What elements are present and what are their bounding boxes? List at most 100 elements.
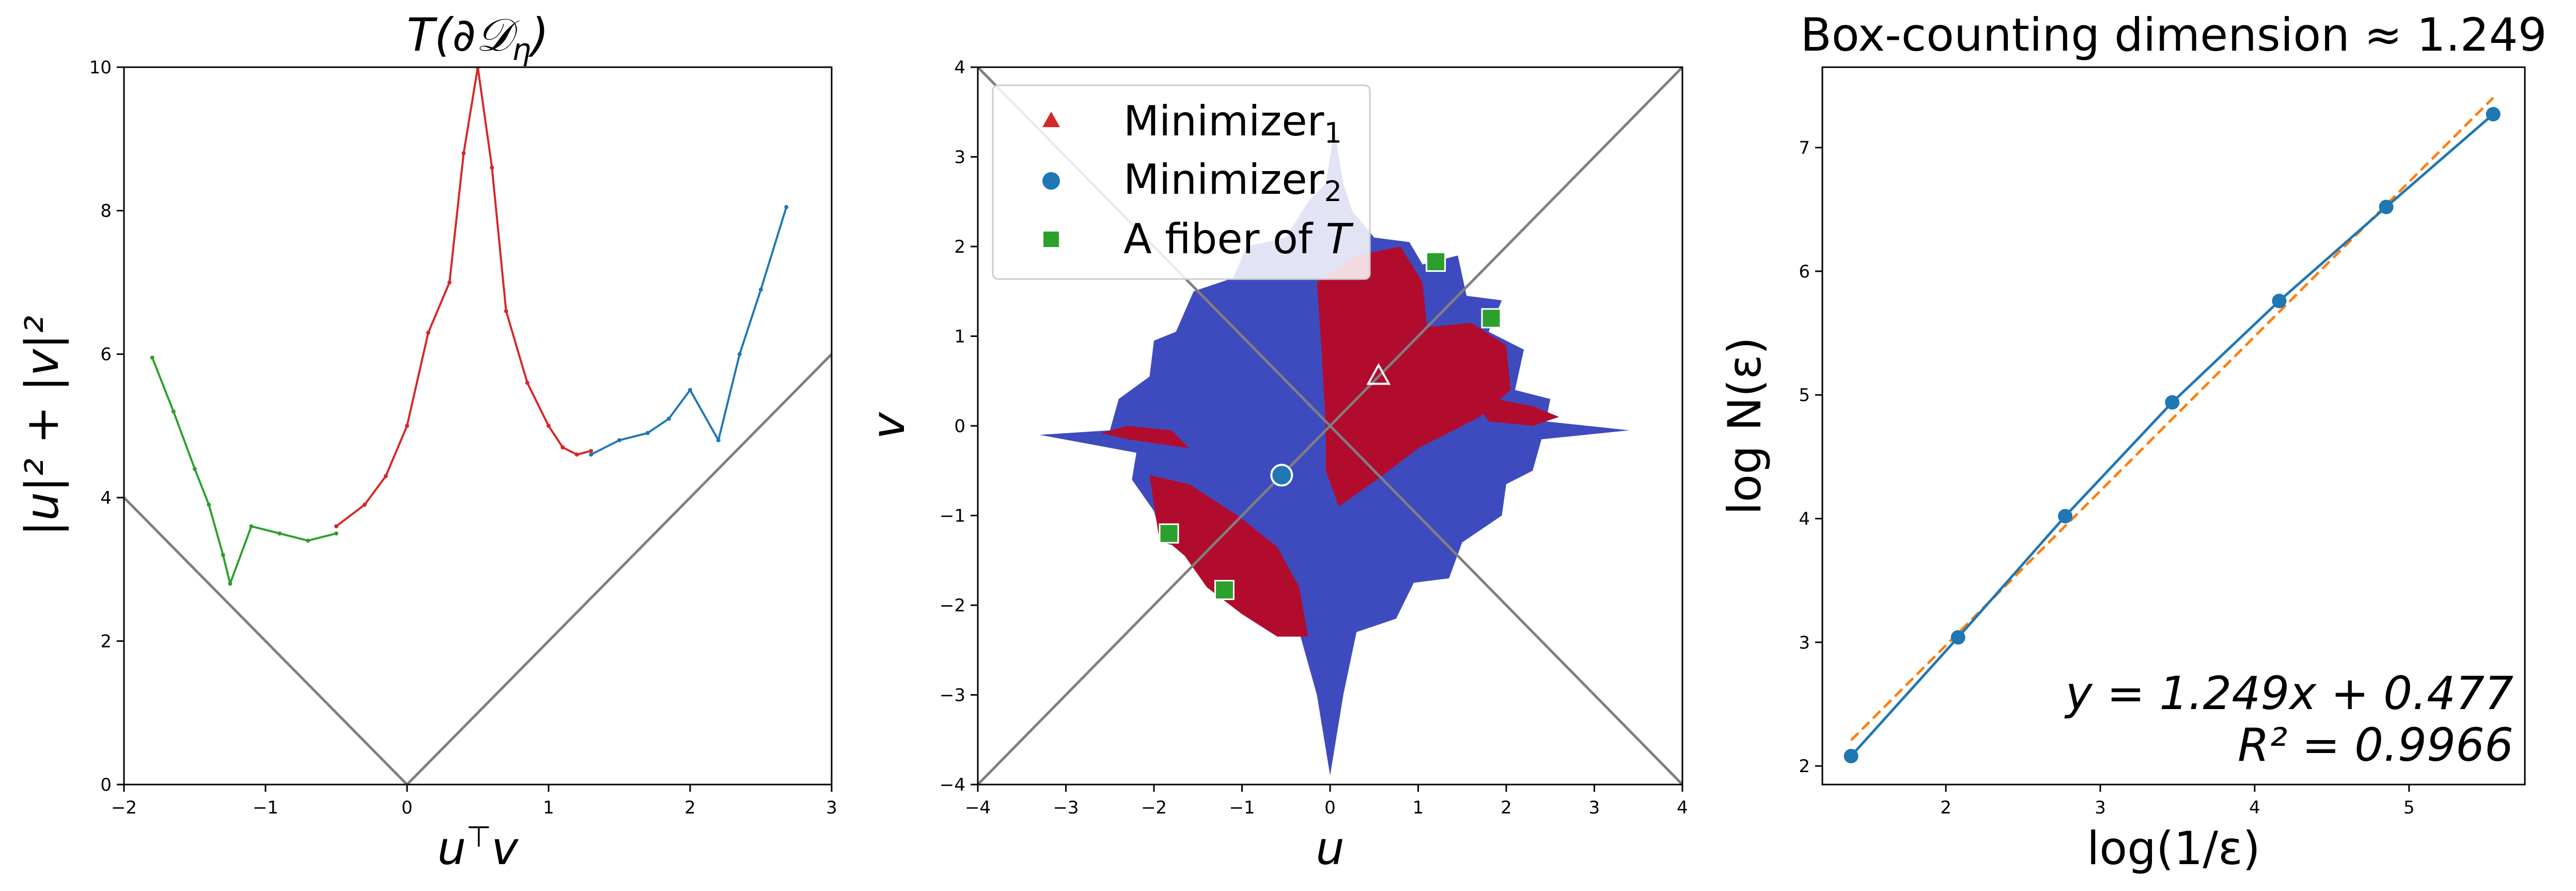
middle-ytick-label: 2 <box>954 237 965 257</box>
left-series-0-point <box>150 356 154 360</box>
legend-entry-minimizer-2: Minimizer2 <box>1042 156 1342 208</box>
left-series-1-point <box>525 380 529 385</box>
square-marker-icon <box>1043 232 1059 247</box>
left-ytick-label: 0 <box>100 775 112 795</box>
left-series-0-point <box>221 552 225 557</box>
basin-region-red-tip-ne <box>1471 394 1559 426</box>
right-axes-frame <box>1821 66 2526 786</box>
legend-label-fiber: A fiber of T <box>1123 215 1354 263</box>
left-reference-line <box>124 353 832 785</box>
left-series-2-point <box>617 438 621 442</box>
left-ytick-label: 8 <box>100 201 112 222</box>
middle-xtick-label: 4 <box>1677 797 1688 818</box>
basin-region-red-tip-sw <box>1101 426 1190 449</box>
left-series-2-point <box>716 438 721 442</box>
legend-frame <box>992 84 1371 280</box>
middle-ytick-label: 4 <box>954 57 965 78</box>
legend: Minimizer1 Minimizer2 A fiber of T <box>992 84 1371 280</box>
right-xtick-label: 5 <box>2403 797 2415 818</box>
minimizer-1-triangle-marker <box>1366 363 1391 385</box>
left-series-1-point <box>447 280 452 285</box>
minimizer-2-circle-marker <box>1270 464 1293 487</box>
right-xtick-label: 2 <box>1940 797 1951 818</box>
middle-ytick-label: 3 <box>954 147 965 168</box>
data-line <box>1850 113 2494 757</box>
left-xtick-label: 0 <box>401 797 413 818</box>
legend-label-minimizer-2: Minimizer2 <box>1123 156 1342 208</box>
left-ylabel: |u|² + |v|² <box>15 316 69 536</box>
middle-ylabel: v <box>862 411 915 439</box>
left-series-0-point <box>334 531 338 536</box>
basin-region-red-ne <box>1317 247 1511 507</box>
left-series-2-point <box>589 452 594 457</box>
left-series-1-point <box>461 151 466 156</box>
right-xtick-label: 3 <box>2095 797 2106 818</box>
fiber-square-marker <box>1481 308 1502 329</box>
left-series-0-point <box>277 531 282 536</box>
left-series-1-point <box>589 449 594 453</box>
left-xlabel: u⊤v <box>438 820 520 875</box>
left-series-1-point <box>405 424 409 428</box>
right-ytick-label: 2 <box>1799 756 1810 777</box>
left-series-2-point <box>688 388 692 392</box>
middle-xtick-label: 1 <box>1413 797 1424 818</box>
middle-ytick-label: −2 <box>940 595 965 616</box>
right-ytick-label: 7 <box>1799 138 1810 159</box>
data-point <box>2486 106 2501 121</box>
data-point <box>2165 395 2180 410</box>
middle-xtick-label: −1 <box>1229 797 1255 818</box>
left-ytick-label: 6 <box>100 344 112 365</box>
left-series-1-point <box>490 165 494 170</box>
left-series-0-point <box>193 467 197 471</box>
left-xtick-label: 1 <box>543 797 554 818</box>
middle-xtick-label: 2 <box>1501 797 1512 818</box>
left-series-0-point <box>207 502 211 507</box>
right-title: Box-counting dimension ≈ 1.249 <box>1800 8 2547 62</box>
right-panel: 2 3 4 5 2 3 4 5 6 7 Box-counting dimension ≈ 1.24… <box>1718 8 2547 875</box>
right-ytick-label: 5 <box>1799 385 1810 406</box>
left-ytick-label: 2 <box>100 631 112 652</box>
left-panel: −2 −1 0 1 2 3 0 2 4 6 8 10 T(∂𝒟η) u⊤v |u|² + |v|² <box>15 8 837 875</box>
data-point <box>1844 748 1859 763</box>
legend-entry-fiber: A fiber of T <box>1043 215 1354 263</box>
fiber-square-marker <box>1214 580 1235 601</box>
left-series-2-point <box>784 205 789 209</box>
left-series-1-point <box>334 524 338 529</box>
left-series-0-point <box>171 409 176 414</box>
left-axes-frame <box>123 66 833 786</box>
fit-line-dashed <box>1850 97 2494 742</box>
right-ylabel: log N(ε) <box>1718 337 1771 515</box>
left-xtick-label: −2 <box>111 797 137 818</box>
basin-region-red-sw <box>1149 475 1308 637</box>
left-series-2-point <box>645 431 650 435</box>
fiber-square-marker <box>1426 251 1446 272</box>
left-series-1-point <box>383 474 388 479</box>
left-series-1-curve <box>335 67 591 527</box>
triangle-marker-icon <box>1042 112 1060 127</box>
legend-label-minimizer-1: Minimizer1 <box>1123 97 1342 149</box>
middle-xlabel: u <box>1316 822 1345 875</box>
middle-ytick-label: 1 <box>954 327 965 347</box>
data-point <box>1950 630 1965 645</box>
left-series-1-point <box>504 309 508 313</box>
left-xtick-label: 2 <box>684 797 696 818</box>
left-series-1-point <box>574 452 579 457</box>
right-ytick-label: 4 <box>1799 509 1810 529</box>
left-series-0-point <box>228 581 232 586</box>
data-point <box>2379 199 2394 214</box>
right-ytick-label: 6 <box>1799 262 1810 282</box>
left-series-2-curve <box>590 207 788 456</box>
left-series-1-point <box>362 502 367 507</box>
left-series-2-point <box>737 352 742 357</box>
middle-panel: −4 −3 −2 −1 0 1 2 3 4 −4 −3 −2 −1 0 1 2 3 4 u v Minimizer… <box>862 57 1688 875</box>
fit-equation: y = 1.249x + 0.477 <box>2064 667 2513 720</box>
middle-xtick-label: −4 <box>965 797 991 818</box>
circle-marker-icon <box>1042 172 1060 190</box>
left-series-1-point <box>560 445 565 450</box>
basin-map <box>1039 130 1630 776</box>
left-ytick-label: 10 <box>89 57 112 78</box>
left-series-2-point <box>759 287 763 292</box>
right-xlabel: log(1/ε) <box>2087 822 2260 875</box>
left-series-1-point <box>547 424 551 428</box>
left-title: T(∂𝒟η) <box>407 8 549 67</box>
